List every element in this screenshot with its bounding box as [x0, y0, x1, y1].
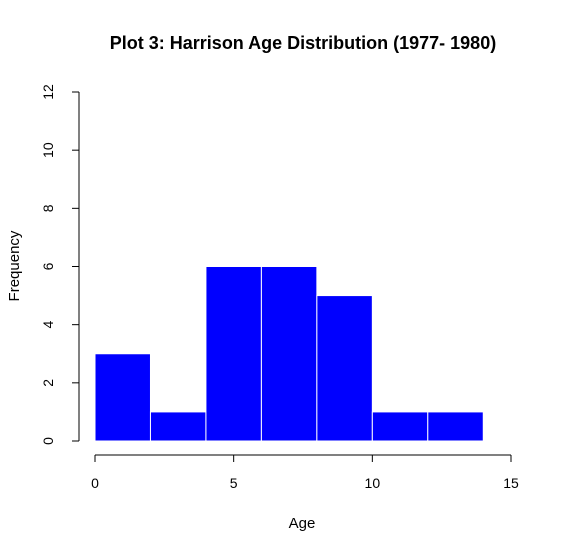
- histogram-bar: [205, 266, 262, 442]
- x-tick-label: 5: [230, 475, 238, 491]
- x-tick-label: 15: [503, 475, 519, 491]
- histogram-bar: [371, 411, 429, 442]
- y-axis: 0 2 4 6 8 10 12: [40, 84, 80, 445]
- x-axis: 0 5 10 15: [91, 454, 519, 491]
- histogram-bar: [94, 353, 151, 442]
- y-tick-label: 10: [40, 142, 56, 158]
- y-tick-label: 2: [40, 379, 56, 387]
- chart-title: Plot 3: Harrison Age Distribution (1977-…: [110, 33, 496, 53]
- bars-group: [94, 266, 484, 442]
- y-axis-label: Frequency: [6, 230, 23, 301]
- y-tick-label: 6: [40, 262, 56, 270]
- histogram-bar: [316, 295, 373, 442]
- x-tick-label: 10: [365, 475, 381, 491]
- y-tick-label: 0: [40, 437, 56, 445]
- histogram-bar: [149, 411, 207, 442]
- histogram-bar: [427, 411, 484, 442]
- x-tick-label: 0: [91, 475, 99, 491]
- histogram-bar: [260, 266, 318, 442]
- y-tick-label: 8: [40, 204, 56, 212]
- x-axis-label: Age: [289, 515, 316, 532]
- y-tick-label: 12: [40, 84, 56, 100]
- y-tick-label: 4: [40, 321, 56, 329]
